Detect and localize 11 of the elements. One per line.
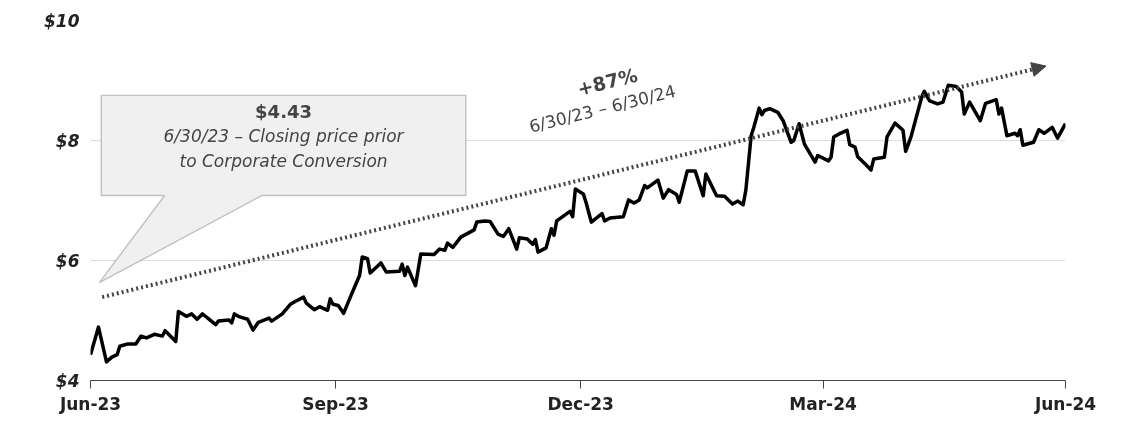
x-tick-label: Mar-24 (789, 393, 857, 414)
y-tick-label: $10 (44, 10, 80, 31)
x-tick-label: Dec-23 (547, 393, 614, 414)
y-tick-label: $6 (55, 250, 80, 271)
annotation: $4.43 (255, 100, 313, 122)
x-tick-label: Jun-23 (58, 393, 122, 414)
x-tick-label: Jun-24 (1033, 393, 1097, 414)
y-tick-label: $8 (55, 130, 80, 151)
annotation: 6/30/23 – Closing price prior to Corporate Conversion (163, 125, 405, 171)
y-tick-label: $4 (55, 370, 80, 391)
x-tick-label: Sep-23 (302, 393, 369, 414)
